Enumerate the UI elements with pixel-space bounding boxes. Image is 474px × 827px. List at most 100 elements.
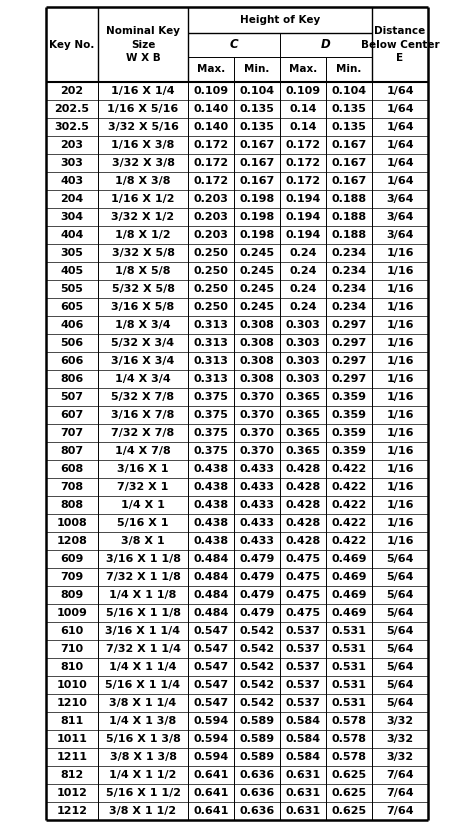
- Text: Distance
Below Center
E: Distance Below Center E: [361, 26, 439, 63]
- Text: Nominal Key
Size
W X B: Nominal Key Size W X B: [106, 26, 180, 63]
- Text: 0.313: 0.313: [193, 374, 228, 384]
- Text: 709: 709: [60, 572, 83, 582]
- Text: 0.547: 0.547: [193, 698, 228, 708]
- Text: Min.: Min.: [244, 65, 270, 74]
- Text: 0.589: 0.589: [239, 716, 274, 726]
- Text: Key No.: Key No.: [49, 40, 95, 50]
- Text: 605: 605: [61, 302, 83, 312]
- Text: 0.188: 0.188: [331, 194, 366, 204]
- Text: 809: 809: [60, 590, 83, 600]
- Text: 0.14: 0.14: [289, 122, 317, 132]
- Text: 0.578: 0.578: [331, 716, 366, 726]
- Text: 0.303: 0.303: [286, 320, 320, 330]
- Text: 812: 812: [60, 770, 83, 780]
- Text: Max.: Max.: [197, 65, 225, 74]
- Text: 0.531: 0.531: [331, 680, 366, 690]
- Text: 0.194: 0.194: [285, 230, 321, 240]
- Text: 0.594: 0.594: [193, 734, 228, 744]
- Text: 0.484: 0.484: [193, 590, 228, 600]
- Text: 0.484: 0.484: [193, 554, 228, 564]
- Text: 1/4 X 3/4: 1/4 X 3/4: [115, 374, 171, 384]
- Text: 708: 708: [61, 482, 83, 492]
- Text: 0.625: 0.625: [331, 806, 366, 816]
- Text: 707: 707: [61, 428, 83, 438]
- Text: 5/16 X 1 1/8: 5/16 X 1 1/8: [106, 608, 181, 618]
- Text: 1/64: 1/64: [386, 158, 414, 168]
- Text: 1/16: 1/16: [386, 482, 414, 492]
- Text: 0.375: 0.375: [193, 428, 228, 438]
- Text: 0.370: 0.370: [239, 410, 274, 420]
- Text: 0.188: 0.188: [331, 230, 366, 240]
- Text: 3/16 X 1: 3/16 X 1: [117, 464, 169, 474]
- Text: 0.172: 0.172: [193, 158, 228, 168]
- Text: 1/16 X 1/2: 1/16 X 1/2: [111, 194, 175, 204]
- Text: 0.198: 0.198: [239, 212, 274, 222]
- Text: 0.636: 0.636: [239, 770, 274, 780]
- Text: 0.625: 0.625: [331, 788, 366, 798]
- Text: 0.475: 0.475: [285, 572, 320, 582]
- Text: 3/64: 3/64: [386, 230, 414, 240]
- Text: 5/64: 5/64: [386, 572, 414, 582]
- Text: 0.422: 0.422: [331, 482, 366, 492]
- Text: 0.198: 0.198: [239, 230, 274, 240]
- Text: Max.: Max.: [289, 65, 317, 74]
- Text: 404: 404: [60, 230, 84, 240]
- Text: 1/4 X 1 1/2: 1/4 X 1 1/2: [109, 770, 177, 780]
- Text: 0.203: 0.203: [193, 194, 228, 204]
- Text: 0.641: 0.641: [193, 806, 228, 816]
- Text: 5/64: 5/64: [386, 608, 414, 618]
- Text: 0.234: 0.234: [331, 284, 366, 294]
- Text: 1/16: 1/16: [386, 338, 414, 348]
- Text: 0.135: 0.135: [331, 122, 366, 132]
- Text: 0.584: 0.584: [285, 716, 320, 726]
- Text: 0.479: 0.479: [239, 554, 275, 564]
- Text: 0.172: 0.172: [285, 176, 320, 186]
- Text: 0.641: 0.641: [193, 788, 228, 798]
- Text: 0.469: 0.469: [331, 590, 367, 600]
- Text: 0.370: 0.370: [239, 446, 274, 456]
- Text: 1212: 1212: [56, 806, 88, 816]
- Text: 7/64: 7/64: [386, 788, 414, 798]
- Text: 5/32 X 7/8: 5/32 X 7/8: [111, 392, 174, 402]
- Text: 1/16: 1/16: [386, 302, 414, 312]
- Text: 0.365: 0.365: [285, 446, 320, 456]
- Text: 0.172: 0.172: [193, 176, 228, 186]
- Text: 0.308: 0.308: [239, 356, 274, 366]
- Text: 202.5: 202.5: [55, 104, 90, 114]
- Text: 505: 505: [61, 284, 83, 294]
- Text: 3/8 X 1 1/2: 3/8 X 1 1/2: [109, 806, 176, 816]
- Text: 3/32: 3/32: [386, 716, 413, 726]
- Text: 0.631: 0.631: [285, 788, 320, 798]
- Text: 0.370: 0.370: [239, 428, 274, 438]
- Text: 5/64: 5/64: [386, 554, 414, 564]
- Text: 3/64: 3/64: [386, 212, 414, 222]
- Text: 0.547: 0.547: [193, 644, 228, 654]
- Text: 0.167: 0.167: [331, 158, 366, 168]
- Text: 0.297: 0.297: [331, 320, 366, 330]
- Text: 0.297: 0.297: [331, 374, 366, 384]
- Text: 3/32 X 1/2: 3/32 X 1/2: [111, 212, 174, 222]
- Text: 1/4 X 1 1/8: 1/4 X 1 1/8: [109, 590, 177, 600]
- Text: 406: 406: [60, 320, 84, 330]
- Text: 0.167: 0.167: [239, 158, 274, 168]
- Text: 0.234: 0.234: [331, 302, 366, 312]
- Text: 303: 303: [61, 158, 83, 168]
- Text: 0.245: 0.245: [239, 266, 274, 276]
- Text: 1/64: 1/64: [386, 86, 414, 96]
- Text: 0.542: 0.542: [239, 662, 274, 672]
- Text: 0.375: 0.375: [193, 446, 228, 456]
- Text: 0.479: 0.479: [239, 608, 275, 618]
- Text: 0.250: 0.250: [193, 284, 228, 294]
- Text: 0.438: 0.438: [193, 464, 228, 474]
- Text: 3/32: 3/32: [386, 752, 413, 762]
- Text: Height of Key: Height of Key: [240, 15, 320, 25]
- Text: 1/64: 1/64: [386, 140, 414, 150]
- Text: 1/4 X 7/8: 1/4 X 7/8: [115, 446, 171, 456]
- Text: 606: 606: [60, 356, 84, 366]
- Text: 0.24: 0.24: [289, 266, 317, 276]
- Text: 3/32 X 5/8: 3/32 X 5/8: [111, 248, 174, 258]
- Text: 204: 204: [60, 194, 83, 204]
- Text: 0.303: 0.303: [286, 338, 320, 348]
- Text: 0.140: 0.140: [193, 122, 228, 132]
- Text: C: C: [230, 39, 238, 51]
